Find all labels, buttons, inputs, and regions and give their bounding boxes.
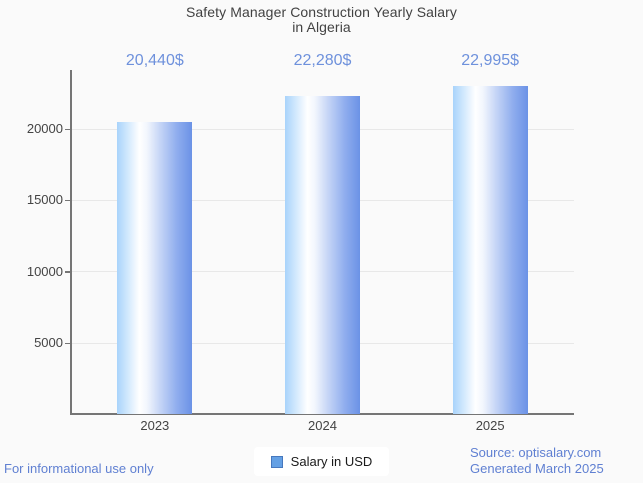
bar-value-label-2024: 22,280$ <box>293 52 352 69</box>
bar-2025[interactable] <box>452 85 528 414</box>
source-text: Source: optisalary.com <box>470 445 602 460</box>
legend: Salary in USD <box>0 447 643 476</box>
chart-title-line2: in Algeria <box>292 19 351 35</box>
y-axis-tick-label: 10000 <box>26 263 63 279</box>
source-attribution: Source: optisalary.com Generated March 2… <box>470 445 604 476</box>
bar-value-label-2023: 20,440$ <box>125 52 184 69</box>
bar-value-label-2025: 22,995$ <box>461 52 520 69</box>
disclaimer-text: For informational use only <box>4 461 154 476</box>
y-axis-tick <box>65 271 71 273</box>
generated-text: Generated March 2025 <box>470 460 604 476</box>
y-axis-tick <box>65 342 71 345</box>
x-axis-label-2023: 2023 <box>140 418 170 433</box>
y-axis-line <box>70 70 72 414</box>
y-axis-tick <box>65 199 71 202</box>
bar-2023[interactable] <box>117 122 193 414</box>
y-axis-tick-label: 15000 <box>26 192 63 208</box>
chart-title-line1: Safety Manager Construction Yearly Salar… <box>185 4 458 20</box>
y-axis-tick-label: 20000 <box>26 121 63 137</box>
bar-2024[interactable] <box>285 95 360 414</box>
legend-item: Salary in USD <box>253 447 390 476</box>
x-axis-label-2025: 2025 <box>475 418 505 433</box>
chart-title: Safety Manager Construction Yearly Salar… <box>0 5 643 35</box>
legend-swatch-icon <box>270 455 283 468</box>
y-axis-tick-label: 5000 <box>34 335 63 351</box>
plot-area <box>70 70 574 415</box>
x-axis-label-2024: 2024 <box>308 418 337 433</box>
legend-label: Salary in USD <box>290 454 373 469</box>
y-axis-tick <box>65 128 71 131</box>
